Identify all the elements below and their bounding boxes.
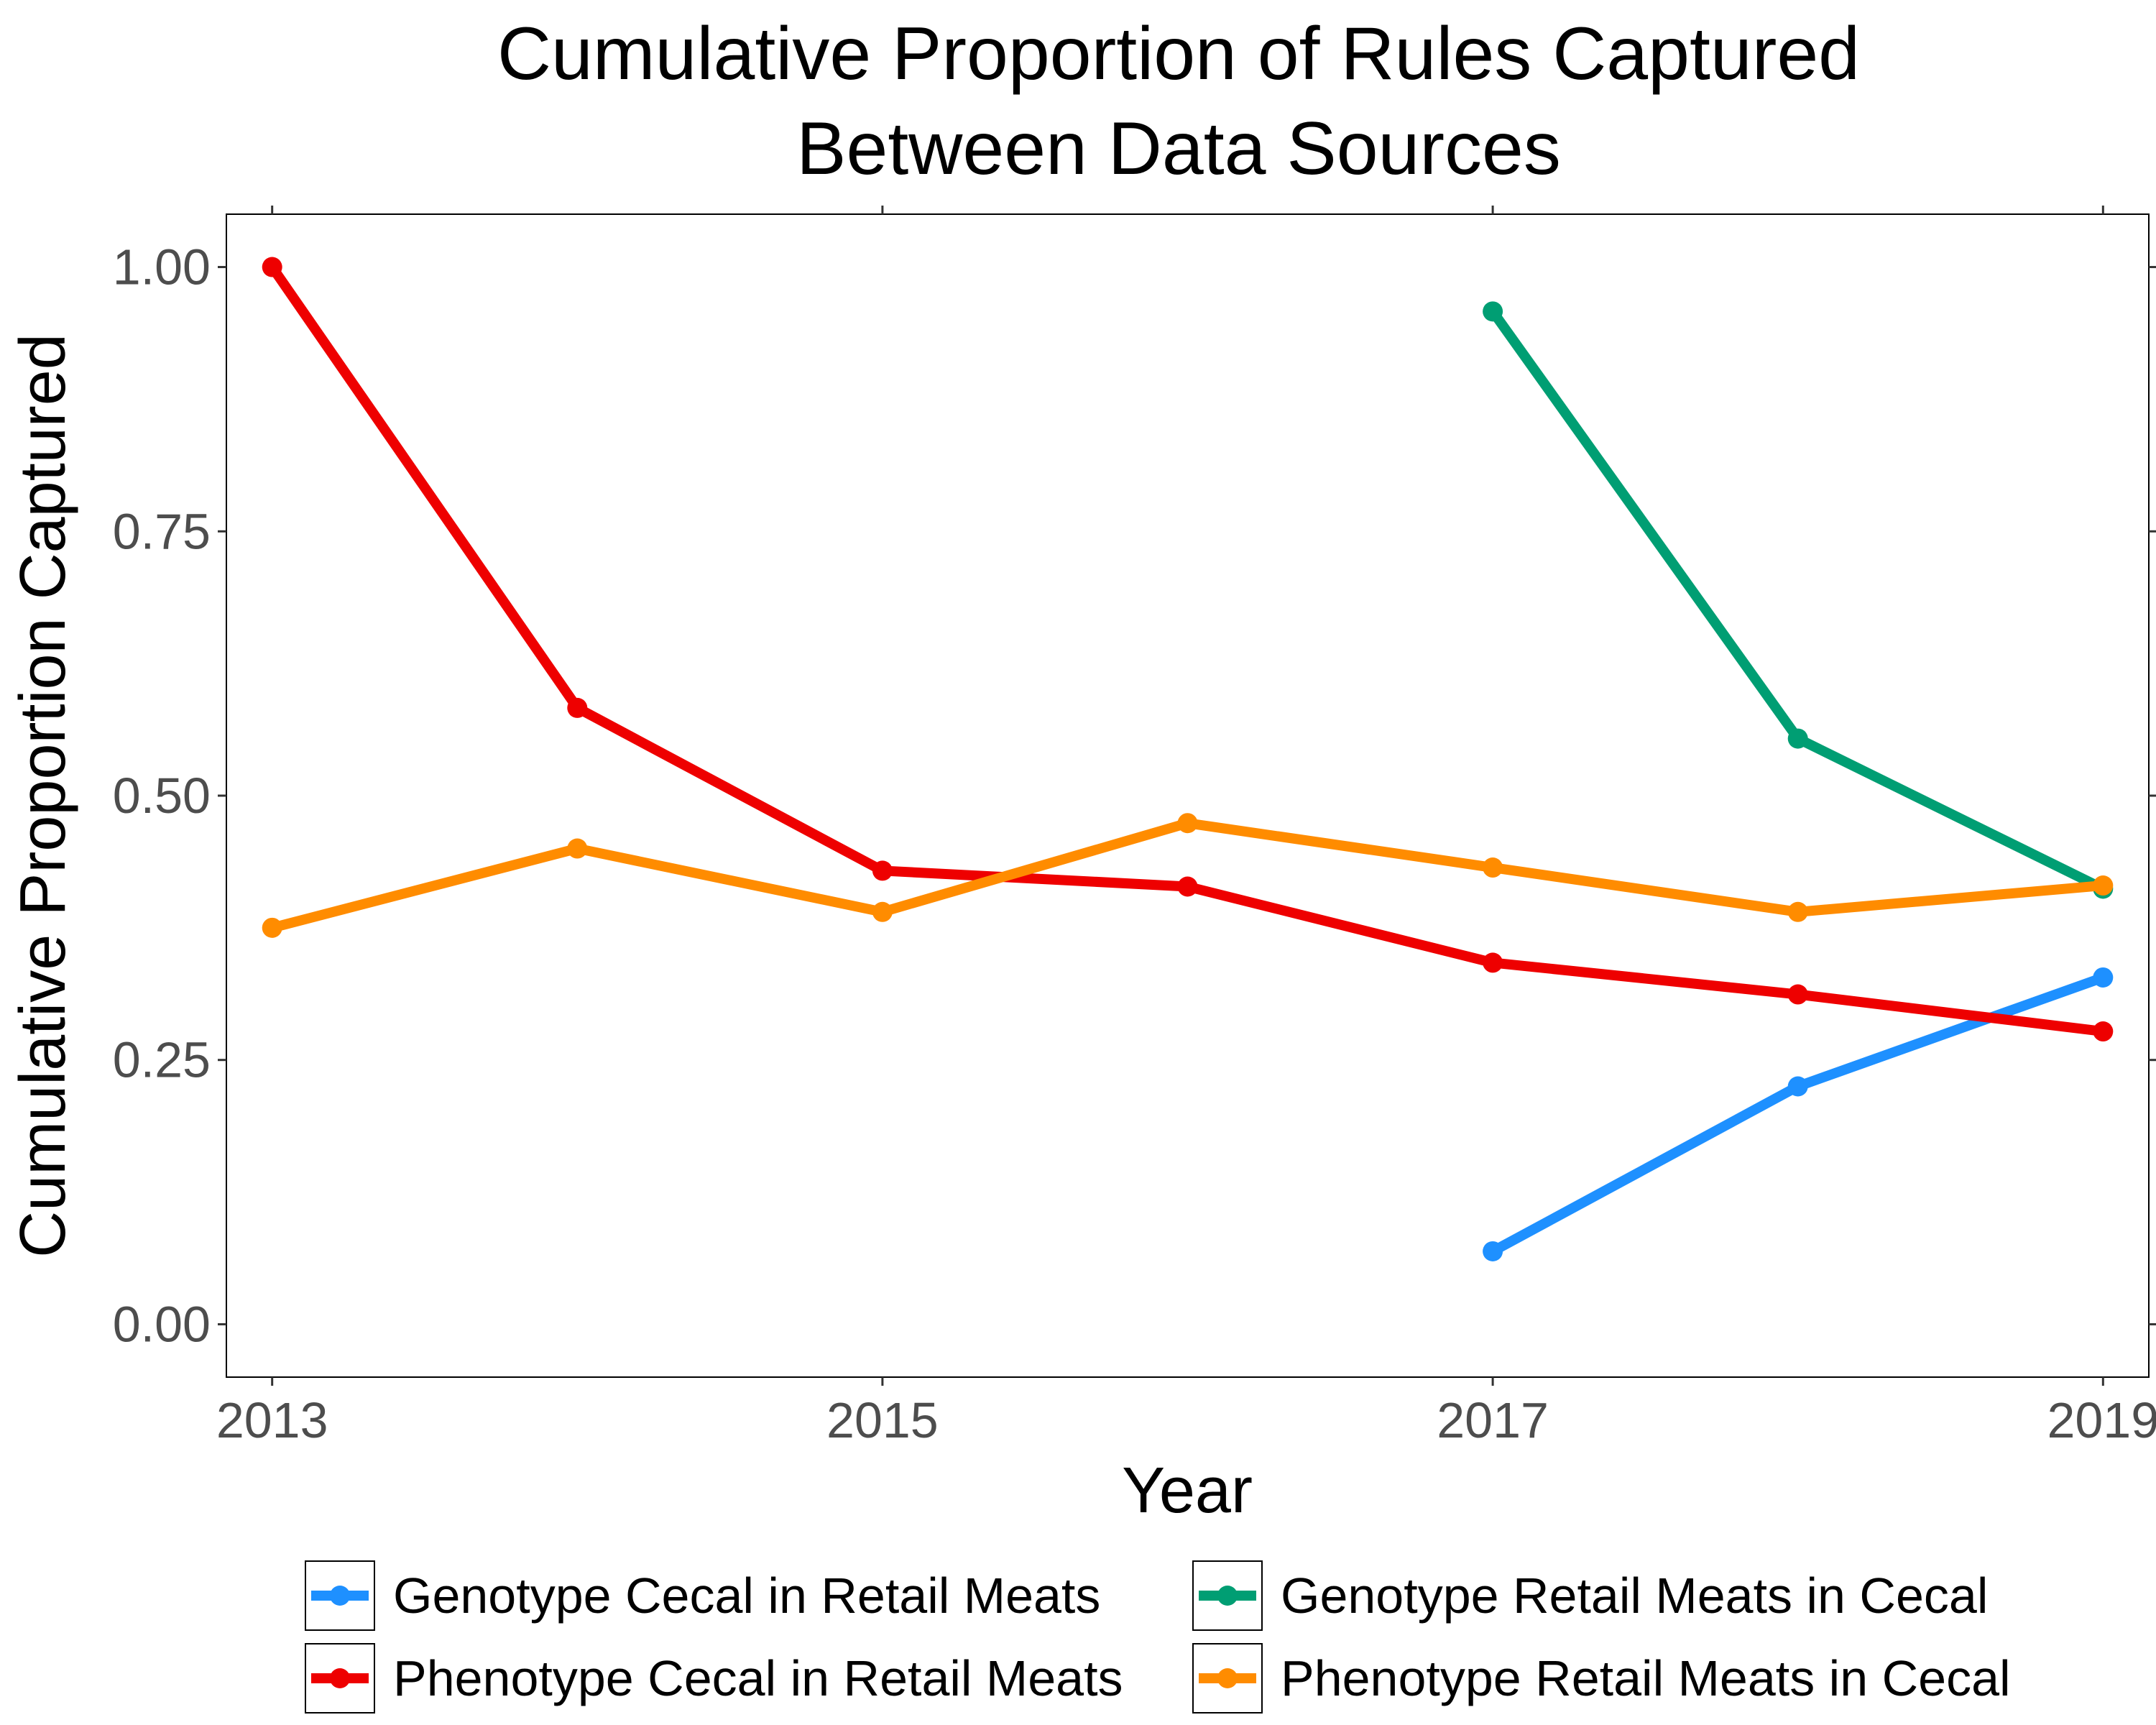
plot-panel xyxy=(226,213,2150,1378)
legend: Genotype Cecal in Retail Meats Genotype R… xyxy=(305,1560,2011,1714)
x-tick-label: 2015 xyxy=(826,1392,939,1448)
legend-label: Phenotype Cecal in Retail Meats xyxy=(393,1650,1123,1706)
data-point xyxy=(1787,901,1808,922)
legend-key-point xyxy=(1217,1668,1238,1688)
series-4 xyxy=(262,813,2114,938)
data-point xyxy=(872,860,893,881)
legend-key-point xyxy=(330,1586,350,1606)
data-point xyxy=(567,697,588,718)
series-3 xyxy=(262,257,2114,1042)
legend-item: Phenotype Retail Meats in Cecal xyxy=(1192,1643,2011,1714)
x-tick-label: 2013 xyxy=(216,1392,328,1448)
legend-label: Genotype Cecal in Retail Meats xyxy=(393,1568,1100,1624)
data-point xyxy=(262,917,282,938)
data-point xyxy=(2093,967,2114,988)
data-point xyxy=(1177,876,1198,897)
y-tick-label: 0.25 xyxy=(113,1032,211,1088)
data-point xyxy=(2093,875,2114,896)
data-point xyxy=(1787,728,1808,749)
data-point xyxy=(1483,857,1503,878)
y-axis: 0.00 0.25 0.50 0.75 1.00 xyxy=(113,239,2156,1352)
legend-item: Genotype Cecal in Retail Meats xyxy=(305,1560,1100,1631)
data-point xyxy=(567,838,588,859)
data-point xyxy=(262,257,282,277)
x-tick-label: 2019 xyxy=(2047,1392,2156,1448)
legend-label: Genotype Retail Meats in Cecal xyxy=(1281,1568,1988,1624)
legend-label: Phenotype Retail Meats in Cecal xyxy=(1281,1650,2011,1706)
chart-title-line-1: Cumulative Proportion of Rules Captured xyxy=(497,12,1860,96)
legend-key-point xyxy=(1217,1586,1238,1606)
data-point xyxy=(1787,984,1808,1005)
y-tick-label: 0.75 xyxy=(113,503,211,559)
x-tick-label: 2017 xyxy=(1437,1392,1549,1448)
series-layer xyxy=(262,257,2114,1261)
data-point xyxy=(1483,1241,1503,1261)
data-point xyxy=(2093,1021,2114,1042)
data-point xyxy=(1787,1076,1808,1097)
legend-key-point xyxy=(330,1668,350,1688)
chart-title-line-2: Between Data Sources xyxy=(796,107,1561,190)
series-1 xyxy=(1483,967,2114,1261)
x-axis-title: Year xyxy=(1122,1455,1253,1527)
data-point xyxy=(1177,813,1198,834)
data-point xyxy=(872,901,893,922)
y-tick-label: 0.00 xyxy=(113,1296,211,1352)
y-tick-label: 1.00 xyxy=(113,239,211,295)
data-point xyxy=(1483,952,1503,973)
x-axis: 2013 2015 2017 2019 xyxy=(216,206,2156,1448)
data-point xyxy=(1483,301,1503,322)
y-tick-label: 0.50 xyxy=(113,768,211,824)
y-axis-title: Cumulative Proportion Captured xyxy=(7,334,79,1258)
legend-item: Phenotype Cecal in Retail Meats xyxy=(305,1643,1123,1714)
legend-item: Genotype Retail Meats in Cecal xyxy=(1192,1560,1988,1631)
